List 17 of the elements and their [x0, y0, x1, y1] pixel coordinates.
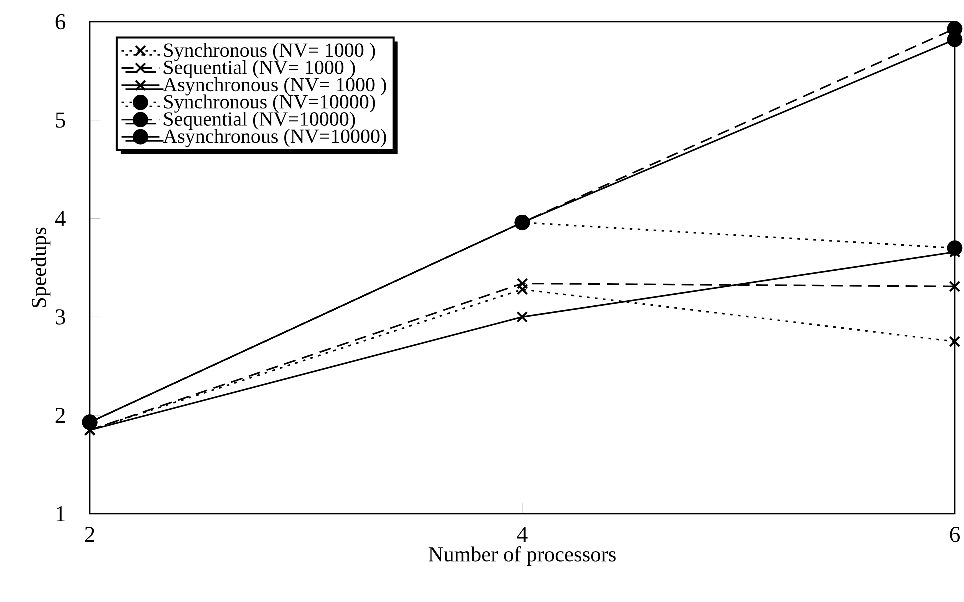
legend-label: Sequential (NV=10000)	[164, 112, 356, 130]
x-tick-label: 4	[517, 527, 528, 542]
legend-label: Asynchronous (NV= 1000 )	[163, 78, 386, 96]
y-axis-title: Speedups	[31, 228, 51, 308]
y-tick-label: 4	[55, 211, 66, 226]
x-axis-title: Number of processors	[428, 546, 616, 566]
legend-label: Synchronous (NV=10000)	[164, 94, 376, 113]
legend-label: Asynchronous (NV=10000)	[163, 129, 386, 148]
x-tick-label: 6	[950, 527, 960, 542]
y-tick-label: 1	[56, 506, 65, 522]
y-tick-label: 2	[56, 408, 65, 424]
legend-label: Synchronous (NV= 1000 )	[164, 43, 376, 62]
legend-label: Sequential (NV= 1000 )	[164, 60, 356, 78]
y-tick-label: 3	[56, 310, 66, 325]
x-tick-label: 2	[85, 527, 94, 542]
y-tick-label: 6	[56, 14, 66, 30]
y-tick-label: 5	[56, 112, 66, 128]
